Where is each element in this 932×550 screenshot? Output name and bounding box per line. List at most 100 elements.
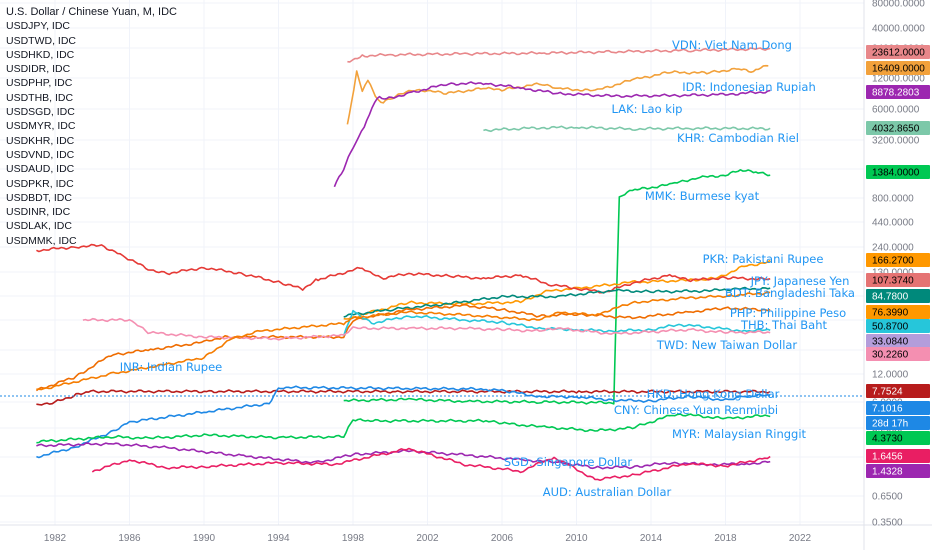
price-tag-label: 1.6456 [872,452,903,463]
price-tag [866,449,930,463]
series-label-inr: INR: Indian Rupee [120,360,223,374]
legend-item-usdvnd: USDVND, IDC [6,148,75,161]
legend-item-usdhkd: USDHKD, IDC [6,48,75,61]
y-tick-label: 40000.0000 [872,24,925,35]
price-tags: 23612.0000 16409.0000 8878.2803 4032.8650 13… [866,45,930,478]
series-line-mmk [343,169,771,405]
legend-item-usdthb: USDTHB, IDC [6,91,74,104]
price-tag [866,61,930,75]
series-line-myr [36,413,771,444]
price-tag-label: 30.2260 [872,350,909,361]
price-tag-label: 1.4328 [872,467,903,478]
series-line-cny [36,385,771,459]
series-label-myr: MYR: Malaysian Ringgit [672,427,807,441]
price-tag [866,273,930,287]
series-label-twd: TWD: New Taiwan Dollar [656,338,798,352]
series-label-khr: KHR: Cambodian Riel [677,131,799,145]
x-tick-label: 1994 [267,533,290,544]
legend-item-usdjpy: USDJPY, IDC [6,20,70,33]
legend-item-usdpkr: USDPKR, IDC [6,177,74,190]
legend-item-usdinr: USDINR, IDC [6,206,71,219]
y-tick-label: 800.0000 [872,194,914,205]
legend-item-usdmmk: USDMMK, IDC [6,234,77,247]
legend-item-usdmyr: USDMYR, IDC [6,120,76,133]
series-line-idr [346,64,769,125]
legend-item-usdbdt: USDBDT, IDC [6,191,72,204]
x-tick-label: 1982 [44,533,67,544]
series-label-vdn: VDN: Viet Nam Dong [672,38,792,52]
series-line-lak [333,81,771,188]
series-label-bdt: BDT: Bangladeshi Taka [725,286,855,300]
series-label-pkr: PKR: Pakistani Rupee [703,252,824,266]
legend: U.S. Dollar / Chinese Yuan, M, IDC USDJP… [6,5,177,248]
series-line-bdt [343,286,771,318]
series-line-twd [82,317,771,341]
price-tag-label: 4032.8650 [872,124,920,135]
x-tick-label: 2022 [789,533,812,544]
price-tag-label: 1384.0000 [872,168,920,179]
series-label-php: PHP: Philippine Peso [730,306,846,320]
price-tag [866,305,930,319]
price-tag [866,384,930,398]
legend-item-usdaud: USDAUD, IDC [6,163,75,176]
price-tag-label: 8878.2803 [872,88,920,99]
legend-item-usdtwd: USDTWD, IDC [6,34,76,47]
x-tick-label: 2014 [640,533,663,544]
x-axis[interactable]: 1982 1986 1990 1994 1998 2002 2006 2010 2014 2018… [44,533,812,544]
series-line-vdn [347,47,771,63]
y-tick-label: 0.6500 [872,492,903,503]
price-tag [866,253,930,267]
price-tag [866,121,930,135]
y-tick-label: 12000.0000 [872,74,925,85]
price-tag [866,334,930,348]
series-labels: VDN: Viet Nam Dong IDR: Indonesian Rupiah… [120,38,855,499]
series-line-sgd [36,442,771,470]
series-line-jpy [36,243,771,294]
price-tag-label: 23612.0000 [872,48,925,59]
price-tag [866,289,930,303]
price-tag-label: 7.7524 [872,387,903,398]
x-tick-label: 1998 [342,533,365,544]
price-tag [866,464,930,478]
legend-item-usdphp: USDPHP, IDC [6,77,73,90]
y-tick-label: 3200.0000 [872,136,920,147]
y-tick-label: 240.0000 [872,243,914,254]
price-tag [866,165,930,179]
price-tag-label: 76.3990 [872,308,909,319]
series-label-hkd: HKD: Hong Kong Dollar [647,387,780,401]
series-label-aud: AUD: Australian Dollar [543,485,672,499]
series-line-aud [91,447,771,481]
price-tag-label: 7.1016 [872,404,903,415]
x-tick-label: 2018 [714,533,737,544]
x-tick-label: 2006 [491,533,514,544]
y-tick-label: 6000.0000 [872,105,920,116]
price-tag-label: 50.8700 [872,322,909,333]
price-tag-label: 107.3740 [872,276,914,287]
series-line-inr [36,291,771,391]
price-tag [866,431,930,445]
series-lines [35,47,771,481]
price-tag [866,45,930,59]
price-tag [866,319,930,333]
price-tag-label: 16409.0000 [872,64,925,75]
price-tag [866,85,930,99]
x-tick-label: 1990 [193,533,216,544]
series-label-idr: IDR: Indonesian Rupiah [682,80,816,94]
series-line-php [35,303,771,392]
price-tag-label: 33.0840 [872,337,909,348]
series-label-thb: THB: Thai Baht [740,318,828,332]
series-label-mmk: MMK: Burmese kyat [645,189,760,203]
price-tag-label: 4.3730 [872,434,903,445]
series-line-hkd [36,389,771,406]
legend-item-usdidr: USDIDR, IDC [6,63,71,76]
y-tick-label: 440.0000 [872,218,914,229]
legend-item-usdsgd: USDSGD, IDC [6,106,75,119]
price-tag [866,416,930,430]
x-tick-label: 2002 [416,533,439,544]
price-tag-label: 84.7800 [872,292,909,303]
price-tag-label: 166.2700 [872,256,914,267]
y-tick-label: 80000.0000 [872,0,925,10]
x-tick-label: 1986 [118,533,141,544]
legend-item-usdlak: USDLAK, IDC [6,220,72,233]
